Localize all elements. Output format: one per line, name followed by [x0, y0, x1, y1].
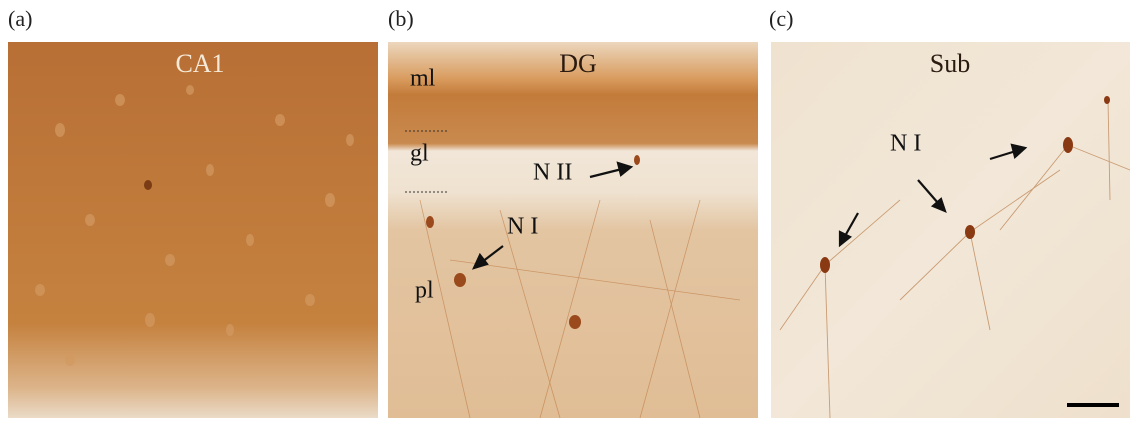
- layer-label: gl: [410, 141, 429, 167]
- micrograph-b: DG ml gl pl N II N I: [388, 42, 758, 418]
- cell-label: N I: [507, 214, 538, 240]
- panel-title: CA1: [175, 49, 224, 78]
- panel-label: (b): [388, 6, 414, 31]
- panel-label: (a): [8, 6, 32, 31]
- micrograph-a: CA1: [8, 42, 378, 418]
- cell-label: N II: [533, 160, 572, 186]
- figure: (a) (b) (c) CA1 DG ml gl pl N II: [0, 0, 1135, 422]
- layer-label: pl: [415, 278, 434, 304]
- panel-title: Sub: [930, 49, 970, 78]
- panel-label: (c): [769, 6, 793, 31]
- panel-title: DG: [559, 49, 597, 78]
- layer-label: ml: [410, 66, 436, 92]
- micrograph-c: Sub N I: [771, 42, 1130, 418]
- scale-bar: [1067, 403, 1119, 407]
- cell-label: N I: [890, 131, 921, 157]
